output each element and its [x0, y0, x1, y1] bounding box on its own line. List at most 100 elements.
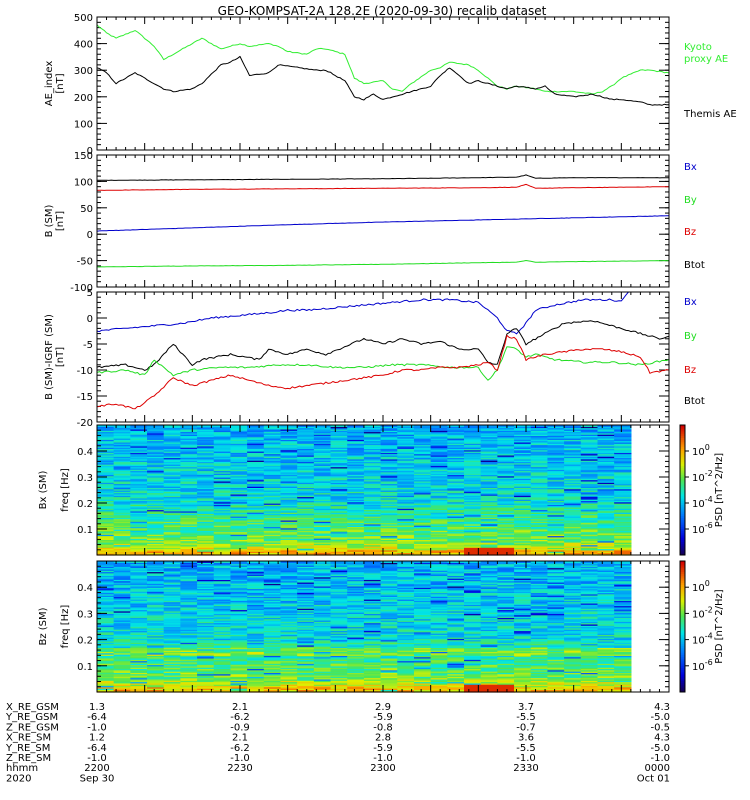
- spectrogram-cell: [213, 686, 232, 689]
- spectrogram-cell: [247, 570, 265, 573]
- spectrogram-cell: [297, 579, 315, 582]
- spectrogram-cell: [230, 631, 248, 634]
- spectrogram-cell: [180, 634, 198, 637]
- spectrogram-cell: [163, 493, 182, 496]
- spectrogram-cell: [213, 551, 232, 553]
- spectrogram-cell: [363, 545, 382, 548]
- spectrogram-cell: [113, 669, 131, 672]
- spectrogram-cell: [130, 547, 148, 550]
- spectrogram-cell: [313, 469, 332, 472]
- spectrogram-cell: [180, 549, 198, 552]
- spectrogram-cell: [347, 523, 365, 526]
- spectrogram-cell: [163, 672, 182, 675]
- spectrogram-cell: [597, 496, 615, 499]
- spectrogram-cell: [163, 465, 182, 468]
- y-tick-label: 200: [74, 93, 93, 104]
- spectrogram-cell: [497, 465, 515, 468]
- spectrogram-cell: [97, 651, 115, 654]
- spectrogram-cell: [163, 567, 182, 570]
- spectrogram-cell: [297, 636, 315, 639]
- spectrogram-cell: [313, 458, 332, 461]
- spectrogram-cell: [213, 426, 232, 429]
- spectrogram-cell: [213, 543, 232, 546]
- spectrogram-cell: [580, 532, 599, 535]
- spectrogram-cell: [330, 578, 348, 580]
- spectrogram-cell: [363, 492, 382, 495]
- spectrogram-cell: [147, 526, 165, 529]
- spectrogram-cell: [597, 438, 615, 440]
- spectrogram-cell: [263, 597, 282, 600]
- spectrogram-cell: [213, 610, 232, 613]
- spectrogram-cell: [564, 479, 582, 482]
- spectrogram-cell: [247, 643, 265, 646]
- spectrogram-cell: [430, 483, 448, 486]
- spectrogram-cell: [547, 551, 565, 553]
- spectrogram-cell: [347, 619, 365, 622]
- spectrogram-cell: [347, 499, 365, 501]
- spectrogram-cell: [263, 551, 282, 553]
- spectrogram-cell: [347, 438, 365, 440]
- spectrogram-cell: [247, 549, 265, 552]
- spectrogram-cell: [280, 474, 298, 477]
- spectrogram-cell: [480, 497, 498, 500]
- spectrogram-cell: [230, 614, 248, 617]
- spectrogram-cell: [130, 671, 148, 673]
- spectrogram-cell: [230, 627, 248, 630]
- spectrogram-cell: [163, 671, 182, 673]
- spectrogram-cell: [480, 451, 498, 453]
- spectrogram-cell: [247, 439, 265, 442]
- spectrogram-cell: [163, 490, 182, 492]
- spectrogram-cell: [497, 540, 515, 543]
- spectrogram-cell: [230, 600, 248, 603]
- spectrogram-cell: [247, 655, 265, 658]
- spectrogram-cell: [247, 575, 265, 578]
- spectrogram-cell: [564, 470, 582, 473]
- spectrogram-cell: [97, 677, 115, 680]
- spectrogram-cell: [363, 493, 382, 496]
- colorbar-step: [680, 451, 685, 454]
- spectrogram-cell: [297, 640, 315, 643]
- spectrogram-cell: [530, 496, 549, 499]
- spectrogram-cell: [380, 517, 398, 520]
- spectrogram-cell: [430, 531, 448, 534]
- spectrogram-cell: [480, 521, 498, 524]
- spectrogram-cell: [530, 467, 549, 470]
- spectrogram-cell: [413, 534, 432, 537]
- spectrogram-cell: [464, 487, 482, 490]
- spectrogram-cell: [263, 542, 282, 544]
- spectrogram-cell: [147, 542, 165, 544]
- spectrogram-cell: [163, 689, 182, 692]
- spectrogram-cell: [514, 544, 532, 547]
- spectrogram-cell: [480, 519, 498, 522]
- spectrogram-cell: [197, 453, 215, 456]
- spectrogram-cell: [197, 518, 215, 521]
- spectrogram-cell: [547, 466, 565, 469]
- spectrogram-cell: [330, 568, 348, 571]
- spectrogram-cell: [530, 479, 549, 482]
- spectrogram-cell: [313, 453, 332, 456]
- spectrogram-cell: [330, 540, 348, 543]
- spectrogram-cell: [280, 449, 298, 452]
- spectrogram-cell: [447, 529, 465, 531]
- spectrogram-cell: [464, 529, 482, 531]
- spectrogram-cell: [197, 458, 215, 461]
- spectrogram-cell: [163, 638, 182, 641]
- spectrogram-cell: [197, 591, 215, 594]
- spectrogram-cell: [313, 538, 332, 540]
- spectrogram-cell: [297, 470, 315, 473]
- spectrogram-cell: [280, 513, 298, 516]
- spectrogram-cell: [547, 506, 565, 509]
- spectrogram-cell: [347, 644, 365, 647]
- spectrogram-cell: [564, 451, 582, 453]
- spectrogram-cell: [163, 431, 182, 434]
- spectrogram-cell: [547, 509, 565, 512]
- spectrogram-cell: [497, 492, 515, 495]
- spectrogram-cell: [447, 499, 465, 501]
- spectrogram-cell: [514, 543, 532, 546]
- spectrogram-cell: [130, 600, 148, 603]
- spectrogram-cell: [197, 686, 215, 689]
- spectrogram-cell: [330, 445, 348, 448]
- spectrogram-cell: [313, 606, 332, 609]
- spectrogram-cell: [130, 684, 148, 687]
